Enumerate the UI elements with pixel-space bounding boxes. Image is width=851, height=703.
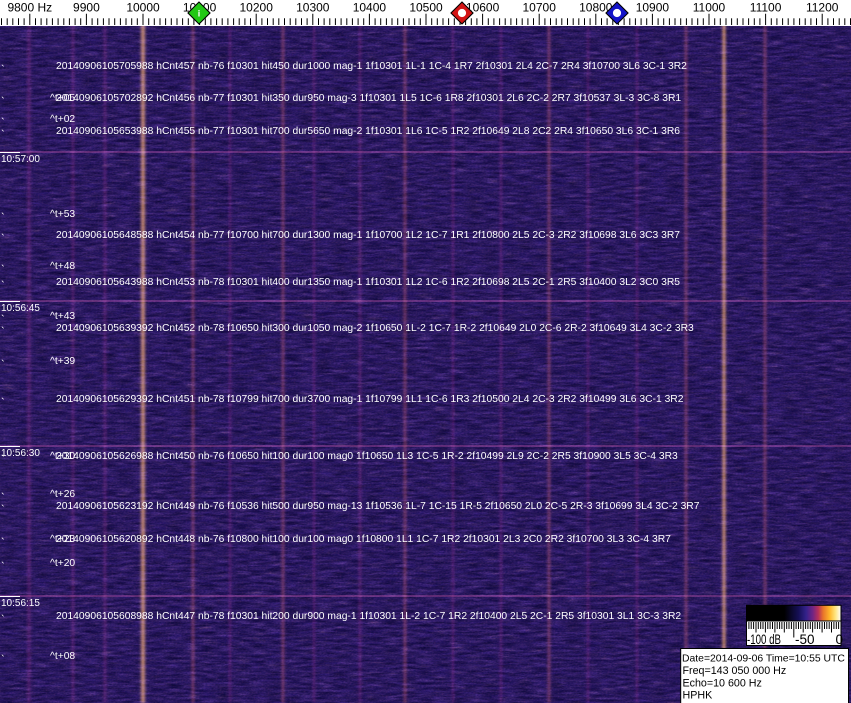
svg-text:Date=2014-09-06 Time=10:55 UTC: Date=2014-09-06 Time=10:55 UTC — [682, 654, 845, 665]
svg-text:0: 0 — [836, 632, 844, 647]
svg-text:HPHK: HPHK — [683, 690, 714, 702]
svg-text:-50: -50 — [795, 632, 815, 647]
svg-text:Freq=143 050 000 Hz: Freq=143 050 000 Hz — [683, 665, 787, 677]
svg-text:-100 dB: -100 dB — [747, 632, 781, 647]
svg-text:Echo=10 600 Hz: Echo=10 600 Hz — [683, 677, 762, 689]
